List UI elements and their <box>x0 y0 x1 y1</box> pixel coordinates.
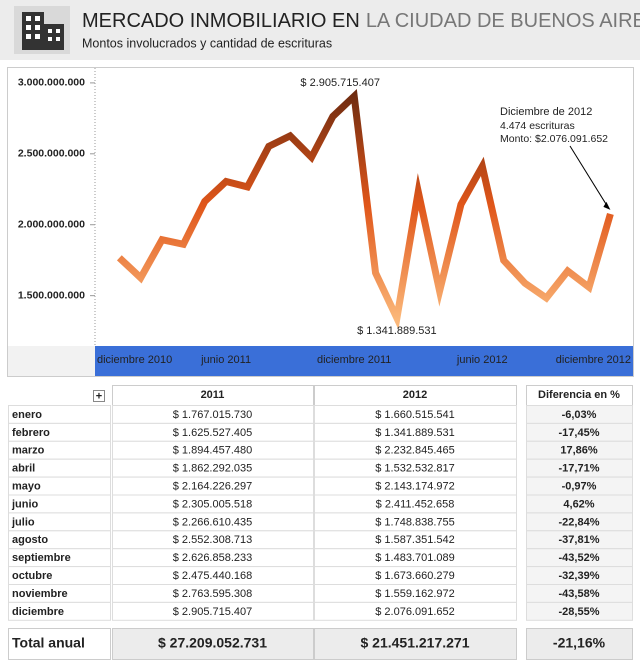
diff-cell: -0,97% <box>562 480 597 492</box>
total-cell <box>112 628 314 660</box>
row-label: abril <box>12 463 35 475</box>
column-header: Diferencia en % <box>538 389 620 401</box>
amount-cell: $ 1.748.838.755 <box>375 516 455 528</box>
diff-cell: -43,58% <box>559 588 600 600</box>
amount-cell: $ 1.673.660.279 <box>375 570 455 582</box>
diff-cell: -32,39% <box>559 570 600 582</box>
y-tick-label: 2.000.000.000 <box>18 219 85 231</box>
row-label: diciembre <box>12 606 64 618</box>
callout-count: 4.474 escrituras <box>500 120 575 132</box>
diff-cell: -28,55% <box>559 606 600 618</box>
cell <box>526 601 633 621</box>
diff-cell: -6,03% <box>562 409 597 421</box>
amount-cell: $ 1.767.015.730 <box>173 409 253 421</box>
max-label: $ 2.905.715.407 <box>300 77 380 89</box>
diff-cell: 4,62% <box>563 498 594 510</box>
amount-cell: $ 2.626.858.233 <box>173 552 253 564</box>
callout-arrowhead <box>603 201 611 210</box>
callout-arrow <box>569 145 609 209</box>
x-tick-label: diciembre 2010 <box>97 354 172 366</box>
amount-cell: $ 1.625.527.405 <box>173 427 253 439</box>
amount-cell: $ 2.905.715.407 <box>173 606 253 618</box>
total-cell <box>526 628 633 660</box>
expand-button[interactable] <box>93 390 105 402</box>
amount-cell: $ 2.266.610.435 <box>173 516 253 528</box>
amount-cell: $ 2.076.091.652 <box>375 606 455 618</box>
amount-cell: $ 1.660.515.541 <box>375 409 455 421</box>
diff-cell: 17,86% <box>560 445 598 457</box>
amount-cell: $ 2.411.452.658 <box>376 498 455 510</box>
row-label: junio <box>11 498 39 510</box>
total-value: $ 27.209.052.731 <box>158 635 267 651</box>
total-value: $ 21.451.217.271 <box>361 635 470 651</box>
diff-cell: -22,84% <box>559 516 600 528</box>
column-header: 2011 <box>201 389 225 401</box>
row-label: julio <box>11 516 35 528</box>
min-label: $ 1.341.889.531 <box>357 325 437 337</box>
title-main: MERCADO INMOBILIARIO EN <box>82 10 360 32</box>
amount-cell: $ 1.894.457.480 <box>173 445 253 457</box>
amount-cell: $ 1.559.162.972 <box>375 588 455 600</box>
amount-cell: $ 2.763.595.308 <box>173 588 253 600</box>
amount-cell: $ 2.305.005.518 <box>173 498 253 510</box>
amount-cell: $ 1.532.532.817 <box>375 463 455 475</box>
x-tick-label: junio 2011 <box>200 354 251 366</box>
total-cell <box>314 628 517 660</box>
amount-cell: $ 1.587.351.542 <box>375 534 455 546</box>
subtitle: Montos involucrados y cantidad de escrit… <box>82 36 332 50</box>
diff-cell: -17,45% <box>559 427 600 439</box>
y-tick-label: 1.500.000.000 <box>18 289 85 301</box>
row-label: octubre <box>12 570 52 582</box>
row-label: marzo <box>12 445 45 457</box>
column-header: 2012 <box>403 389 427 401</box>
row-label: noviembre <box>12 588 68 600</box>
row-label: enero <box>12 409 42 421</box>
x-tick-label: diciembre 2011 <box>317 354 391 366</box>
amount-cell: $ 1.862.292.035 <box>173 463 253 475</box>
cell <box>112 601 314 621</box>
expand-icon: + <box>96 390 102 402</box>
title: MERCADO INMOBILIARIO EN LA CIUDAD DE BUEN… <box>82 10 640 32</box>
title-highlight: LA CIUDAD DE BUENOS AIRES <box>366 10 640 32</box>
amount-cell: $ 1.341.889.531 <box>375 427 455 439</box>
x-tick-label: diciembre 2012 <box>556 354 631 366</box>
row-label: mayo <box>12 480 41 492</box>
amount-cell: $ 2.232.845.465 <box>375 445 455 457</box>
amount-cell: $ 2.552.308.713 <box>173 534 253 546</box>
y-tick-label: 3.000.000.000 <box>18 77 85 89</box>
cell <box>8 601 111 621</box>
x-axis-band <box>95 346 633 376</box>
building-icon <box>14 6 70 54</box>
line <box>116 88 614 330</box>
header-bg <box>0 0 640 60</box>
amount-cell: $ 2.143.174.972 <box>375 480 455 492</box>
amount-cell: $ 2.164.226.297 <box>173 480 253 492</box>
x-tick-label: junio 2012 <box>456 354 508 366</box>
diff-cell: -37,81% <box>559 534 600 546</box>
amount-cell: $ 2.475.440.168 <box>173 570 253 582</box>
total-label: Total anual <box>12 635 85 651</box>
row-label: septiembre <box>12 552 71 564</box>
y-tick-label: 2.500.000.000 <box>18 148 85 160</box>
row-label: febrero <box>12 427 50 439</box>
cell <box>314 601 517 621</box>
axis-corner <box>8 346 95 376</box>
total-value: -21,16% <box>553 635 606 651</box>
amount-cell: $ 1.483.701.089 <box>375 552 455 564</box>
callout-amount: Monto: $2.076.091.652 <box>500 133 608 145</box>
callout-title: Diciembre de 2012 <box>500 106 592 118</box>
diff-cell: -43,52% <box>559 552 600 564</box>
chart-frame <box>7 67 634 377</box>
row-label: agosto <box>12 534 48 546</box>
total-cell <box>8 628 111 660</box>
diff-cell: -17,71% <box>559 463 600 475</box>
